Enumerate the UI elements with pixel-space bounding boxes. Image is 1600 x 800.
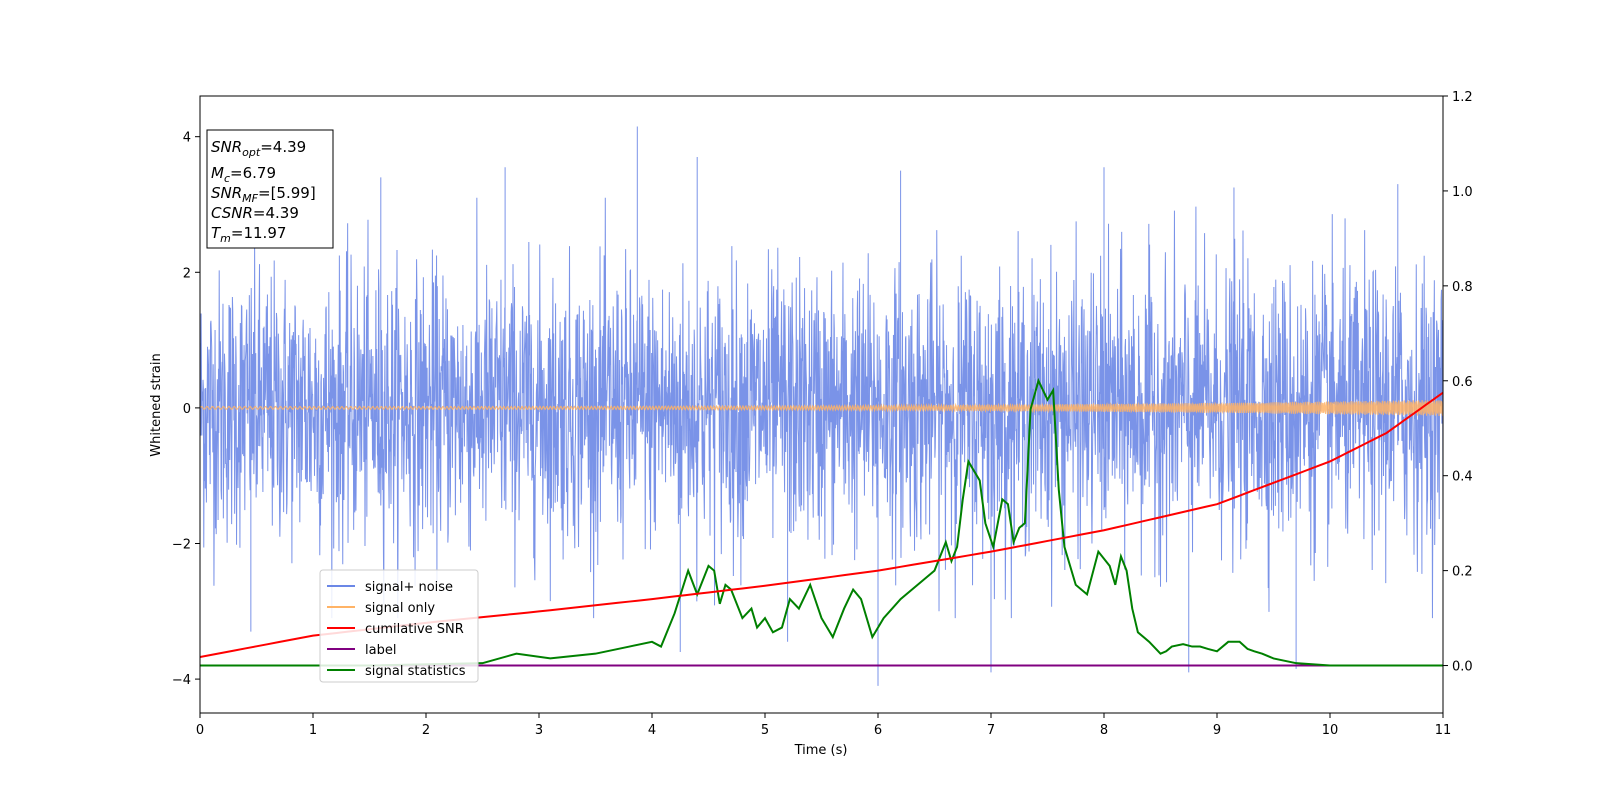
x-axis-label: Time (s) (794, 743, 848, 758)
legend-label: signal only (365, 601, 435, 616)
stats-snr-mf: SNRMF=[5.99] (211, 184, 316, 205)
y-tick-label: −2 (172, 537, 191, 552)
x-tick-label: 0 (196, 723, 204, 738)
x-tick-label: 2 (422, 723, 430, 738)
y2-tick-label: 1.2 (1452, 90, 1473, 105)
y2-tick-label: 1.0 (1452, 185, 1473, 200)
x-tick-label: 6 (874, 723, 882, 738)
x-tick-label: 8 (1100, 723, 1108, 738)
y2-tick-label: 0.6 (1452, 375, 1473, 390)
plot-frame (199, 95, 1444, 714)
stats-mc: Mc=6.79 (211, 164, 276, 185)
x-tick-label: 4 (648, 723, 656, 738)
y-tick-label: −4 (172, 673, 191, 688)
y-tick-label: 0 (183, 402, 191, 417)
legend: signal+ noise signal only cumilative SNR la… (319, 569, 479, 683)
y-tick-label: 2 (183, 266, 191, 281)
x-tick-label: 5 (761, 723, 769, 738)
series-signal-statistics (200, 377, 1443, 667)
stats-tm: Tm=11.97 (211, 224, 286, 245)
legend-label: label (365, 643, 396, 658)
y2-tick-label: 0.0 (1452, 660, 1473, 675)
x-tick-label: 11 (1435, 723, 1452, 738)
legend-label: signal statistics (365, 664, 466, 679)
x-tick-label: 9 (1213, 723, 1221, 738)
y2-tick-label: 0.4 (1452, 470, 1473, 485)
x-tick-label: 1 (309, 723, 317, 738)
y-axis-label: Whitened strain (149, 353, 164, 456)
legend-label: cumilative SNR (365, 622, 464, 637)
series-signal-only (200, 399, 1443, 416)
y2-tick-label: 0.2 (1452, 565, 1473, 580)
x-tick-label: 3 (535, 723, 543, 738)
stats-box: SNRopt=4.39 Mc=6.79 SNRMF=[5.99] CSNR=4.… (206, 129, 334, 249)
x-tick-label: 10 (1322, 723, 1339, 738)
x-tick-label: 7 (987, 723, 995, 738)
y2-tick-label: 0.8 (1452, 280, 1473, 295)
axes-layer: 0 1 2 3 4 5 6 7 8 9 10 11 −4 −2 0 2 4 0.0 0.2 0.4 0.6 0.8 1.0 1… (172, 90, 1473, 738)
stats-csnr: CSNR=4.39 (211, 204, 299, 222)
legend-label: signal+ noise (365, 580, 453, 595)
y-tick-label: 4 (183, 131, 191, 146)
stats-snr-opt: SNRopt=4.39 (211, 138, 306, 159)
